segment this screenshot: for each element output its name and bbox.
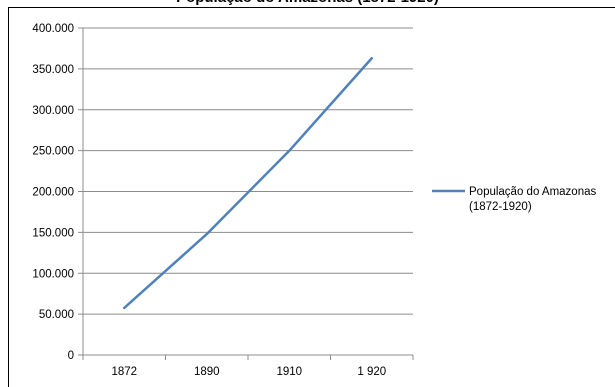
- y-tick-label: 150.000: [32, 227, 74, 239]
- series-layer: [123, 56, 373, 310]
- legend-label: (1872-1920): [469, 201, 532, 213]
- gridlines: [83, 27, 413, 315]
- y-tick-label: 300.000: [32, 105, 74, 117]
- frame-left-border: [8, 7, 9, 387]
- legend: População do Amazonas (1872-1920): [432, 186, 596, 213]
- y-tick-label: 100.000: [32, 268, 74, 280]
- frame-top-border: [8, 7, 615, 8]
- x-tick-label: 1 920: [357, 366, 386, 378]
- y-tick-label: 50.000: [39, 309, 74, 321]
- chart-title: População do Amazonas (1872-1920): [0, 0, 615, 9]
- legend-label: População do Amazonas: [469, 186, 596, 198]
- series-line: [123, 56, 373, 310]
- x-tick-label: 1872: [111, 366, 137, 378]
- y-axis-ticks: 0 50.000 100.000 150.000 200.000 250.000 300.0…: [32, 23, 83, 362]
- y-tick-label: 350.000: [32, 64, 74, 76]
- y-tick-label: 200.000: [32, 187, 74, 199]
- x-axis-ticks: 1872 1890 1910 1 920: [82, 355, 414, 378]
- x-tick-label: 1910: [276, 366, 302, 378]
- y-tick-label: 250.000: [32, 146, 74, 158]
- x-tick-label: 1890: [194, 366, 220, 378]
- y-tick-label: 400.000: [32, 23, 74, 35]
- y-tick-label: 0: [68, 350, 74, 362]
